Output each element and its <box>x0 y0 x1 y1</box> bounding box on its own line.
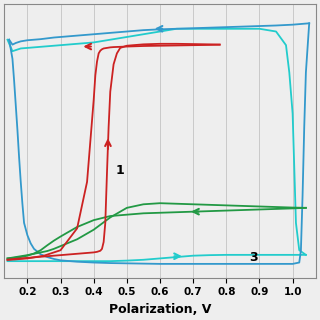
X-axis label: Polarization, V: Polarization, V <box>109 303 211 316</box>
Text: 3: 3 <box>250 251 258 264</box>
Text: 1: 1 <box>115 164 124 177</box>
